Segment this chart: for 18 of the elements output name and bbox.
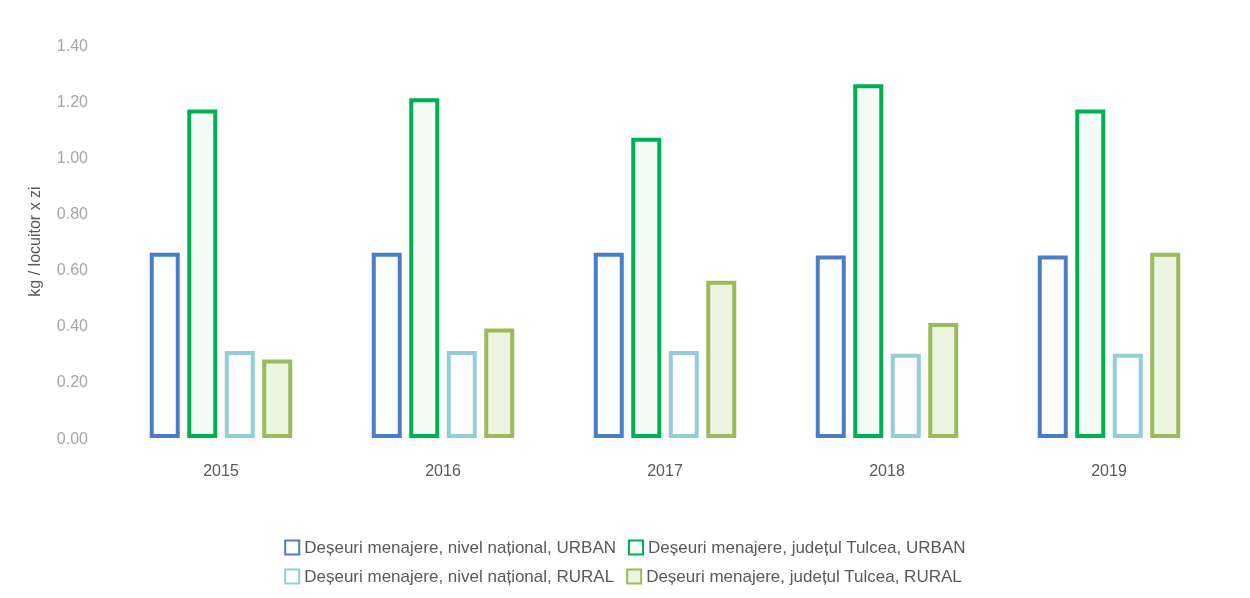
- y-tick-label: 0.20: [56, 373, 89, 391]
- y-tick-label: 1.40: [56, 36, 89, 54]
- legend-label: Deșeuri menajere, județul Tulcea, RURAL: [646, 567, 962, 586]
- y-tick-label: 0.40: [56, 317, 89, 335]
- legend-label: Deșeuri menajere, nivel național, URBAN: [304, 538, 617, 557]
- y-tick-label: 1.00: [56, 148, 89, 166]
- y-tick-label: 1.20: [56, 92, 89, 110]
- y-axis-title: kg / locuitor x zi: [25, 186, 43, 297]
- x-tick-label: 2018: [869, 461, 905, 479]
- legend-label: Deșeuri menajere, județul Tulcea, URBAN: [648, 538, 966, 557]
- y-tick-label: 0.80: [56, 204, 89, 222]
- y-tick-label: 0.60: [56, 261, 89, 279]
- y-tick-label: 0.00: [56, 429, 89, 447]
- x-tick-label: 2016: [425, 461, 461, 479]
- legend-label: Deșeuri menajere, nivel național, RURAL: [304, 567, 615, 586]
- x-tick-label: 2015: [203, 461, 239, 479]
- x-tick-label: 2017: [647, 461, 683, 479]
- x-tick-label: 2019: [1091, 461, 1127, 479]
